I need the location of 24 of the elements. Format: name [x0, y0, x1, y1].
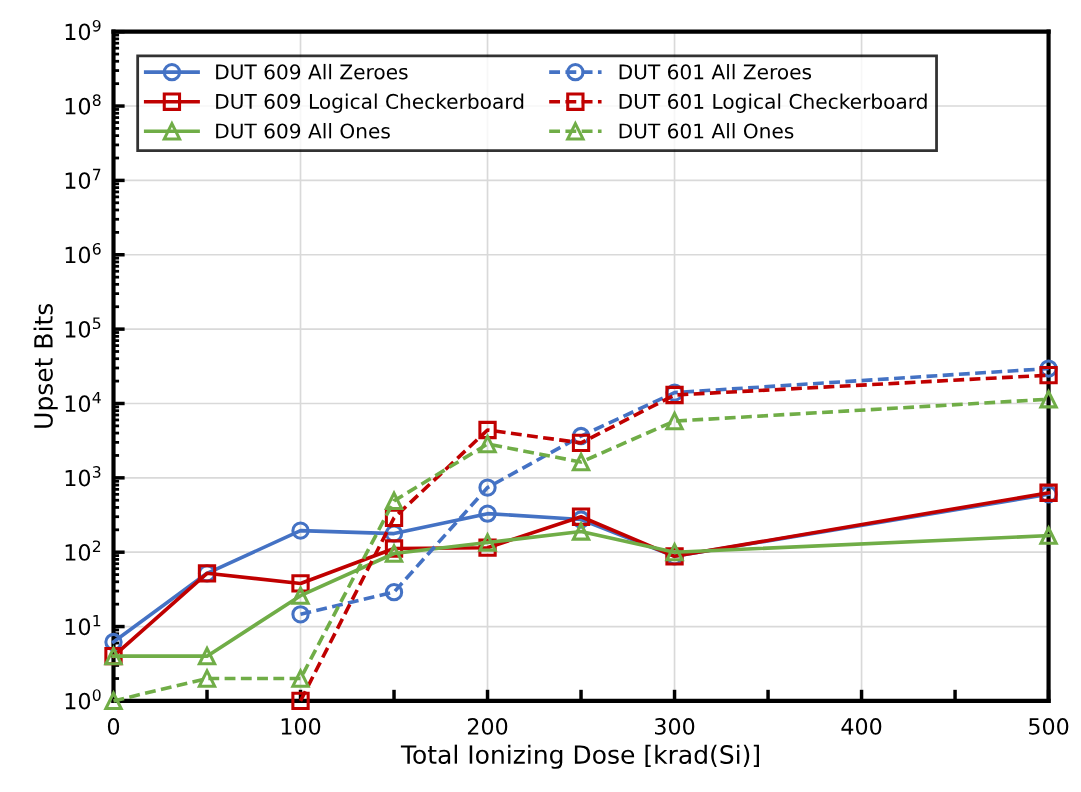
legend-label: DUT 601 All Zeroes — [619, 63, 812, 80]
legend-label: DUT 601 Logical Checkerboard — [619, 93, 927, 113]
x-tick-label: 500 — [1029, 717, 1069, 735]
legend-label: DUT 601 All Ones — [619, 123, 794, 139]
x-tick-label: 300 — [655, 717, 695, 735]
y-tick-label: 10$^{3}$ — [65, 466, 101, 487]
y-tick-label: 10$^{4}$ — [65, 391, 101, 413]
y-axis-title: Upset Bits — [33, 303, 58, 428]
legend-label: DUT 609 All Ones — [216, 123, 390, 139]
x-tick-label: 200 — [467, 717, 508, 735]
x-tick-label: 400 — [841, 717, 882, 735]
x-axis-title: Total Ionizing Dose [krad(Si)] — [400, 744, 759, 769]
y-tick-label: 10$^{6}$ — [65, 242, 101, 264]
y-tick-label: 10$^{2}$ — [65, 540, 101, 561]
y-tick-label: 10$^{9}$ — [65, 19, 101, 41]
legend-label: DUT 609 All Zeroes — [216, 63, 408, 80]
y-tick-label: 10$^{5}$ — [65, 317, 101, 338]
x-tick-label: 100 — [281, 717, 321, 735]
x-tick-label: 0 — [107, 717, 120, 735]
y-tick-label: 10$^{8}$ — [65, 94, 101, 115]
y-tick-label: 10$^{7}$ — [65, 168, 101, 190]
y-tick-label: 10$^{0}$ — [65, 689, 101, 710]
legend-label: DUT 609 Logical Checkerboard — [216, 93, 524, 113]
y-tick-label: 10$^{1}$ — [65, 615, 101, 636]
